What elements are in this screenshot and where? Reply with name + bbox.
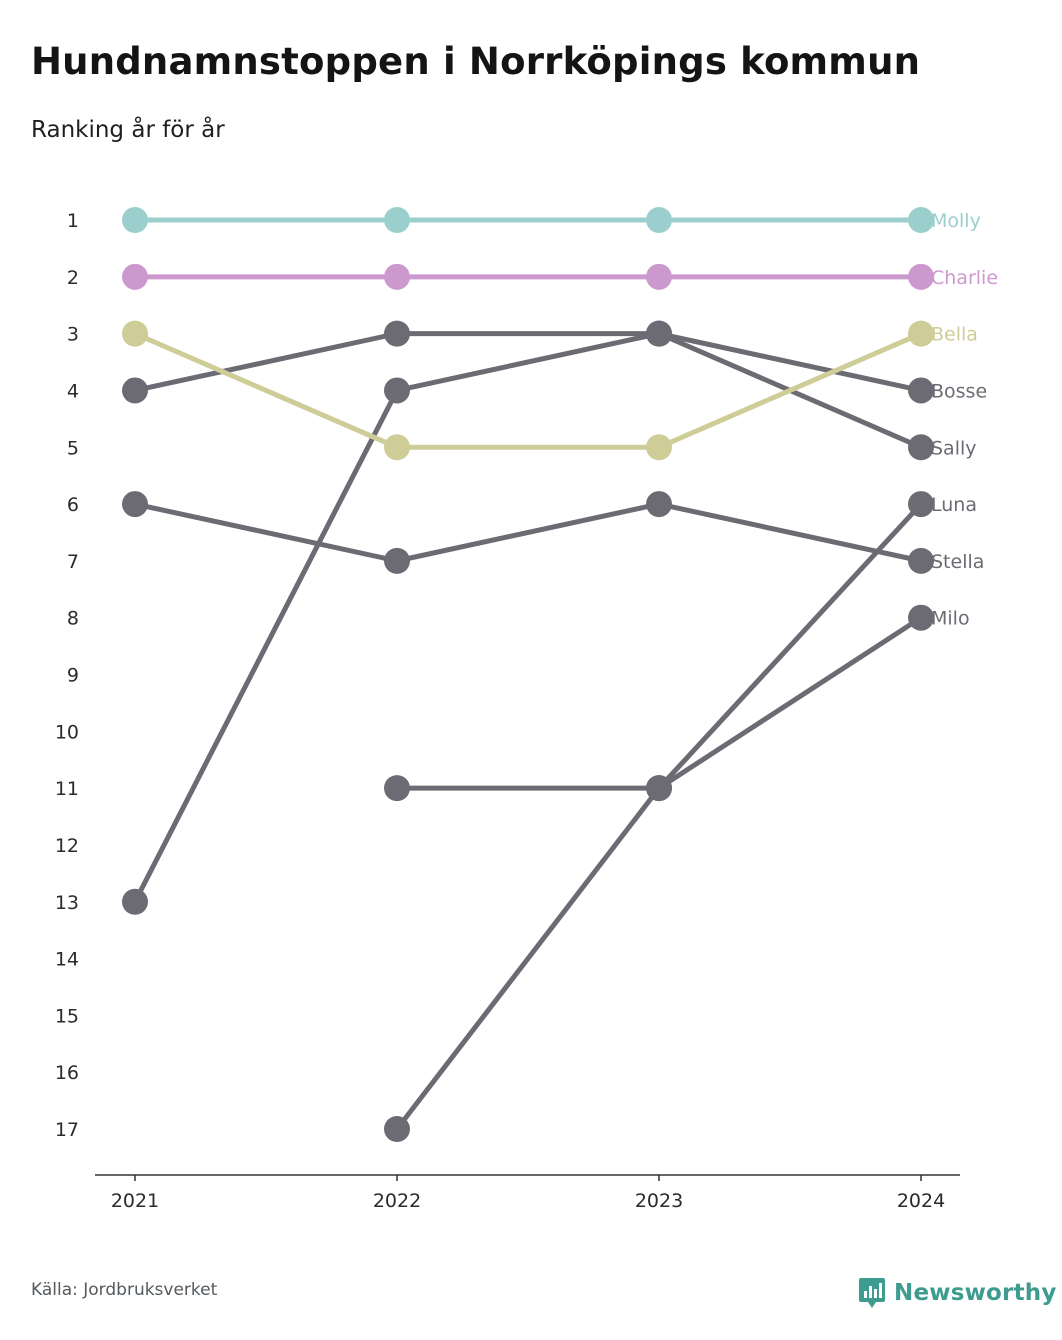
y-tick-label: 1 [67,210,79,232]
series-sally [132,331,924,905]
brand-logo[interactable]: Newsworthy [858,1276,1057,1310]
series-milo [394,615,924,791]
data-point[interactable] [908,377,934,404]
series-line [132,501,924,564]
chart-title: Hundnamnstoppen i Norrköpings kommun [31,40,921,83]
x-tick-label: 2021 [111,1190,159,1212]
chart-subtitle: Ranking år för år [31,117,225,143]
x-tick-label: 2024 [897,1190,945,1212]
series-end-label: Bella [931,324,978,346]
y-tick-label: 15 [55,1005,79,1027]
y-tick-label: 14 [55,949,79,971]
series-end-label: Bosse [931,380,987,402]
series-end-label: Luna [931,494,977,516]
series-line [394,501,924,1132]
y-tick-label: 17 [55,1119,79,1141]
series-stella [132,501,924,564]
y-tick-label: 12 [55,835,79,857]
data-point[interactable] [384,775,410,802]
data-point[interactable] [646,491,672,518]
data-point[interactable] [646,775,672,802]
y-tick-label: 7 [67,551,79,573]
series-line [394,615,924,791]
data-point[interactable] [646,263,672,290]
data-point[interactable] [384,207,410,233]
y-tick-label: 11 [55,778,79,800]
series-end-label: Molly [931,210,981,232]
x-tick-label: 2023 [635,1190,683,1212]
y-tick-label: 8 [67,608,79,630]
series-lines [132,217,924,1132]
series-luna [394,501,924,1132]
data-point[interactable] [908,207,934,233]
data-point[interactable] [384,263,410,290]
data-point[interactable] [384,434,410,461]
data-point[interactable] [646,320,672,347]
y-tick-label: 4 [67,380,79,402]
data-point[interactable] [122,377,148,404]
y-tick-label: 10 [55,721,79,743]
data-point[interactable] [646,207,672,233]
data-point[interactable] [646,434,672,461]
data-point[interactable] [384,320,410,347]
series-points [122,207,934,1142]
x-axis: 2021 2022 2023 2024 [95,1174,960,1212]
series-bosse [132,331,924,393]
data-point[interactable] [122,888,148,915]
series-line [132,331,924,450]
y-tick-label: 2 [67,267,79,289]
data-point[interactable] [122,491,148,518]
data-point[interactable] [908,320,934,347]
series-end-label: Milo [931,608,970,630]
y-tick-label: 16 [55,1062,79,1084]
data-point[interactable] [122,263,148,290]
data-point[interactable] [384,377,410,404]
y-tick-label: 9 [67,665,79,687]
series-bella [132,331,924,450]
data-point[interactable] [384,547,410,574]
brand-name: Newsworthy [894,1280,1057,1306]
data-point[interactable] [122,207,148,233]
y-tick-label: 5 [67,437,79,459]
data-point[interactable] [908,547,934,574]
y-tick-label: 3 [67,324,79,346]
source-note: Källa: Jordbruksverket [31,1280,218,1300]
y-tick-label: 13 [55,892,79,914]
series-line [132,331,924,905]
data-point[interactable] [908,604,934,631]
series-end-label: Charlie [931,267,998,289]
data-point[interactable] [384,1116,410,1142]
data-point[interactable] [908,491,934,518]
x-tick-label: 2022 [373,1190,421,1212]
series-end-label: Stella [931,551,984,573]
data-point[interactable] [908,263,934,290]
series-line [132,331,924,393]
newsworthy-logo-icon [859,1278,885,1308]
data-point[interactable] [122,320,148,347]
y-tick-label: 6 [67,494,79,516]
data-point[interactable] [908,434,934,461]
series-labels: Bosse Sally Luna Stella Milo Molly Charlie Bell… [931,210,998,630]
series-end-label: Sally [931,437,977,459]
